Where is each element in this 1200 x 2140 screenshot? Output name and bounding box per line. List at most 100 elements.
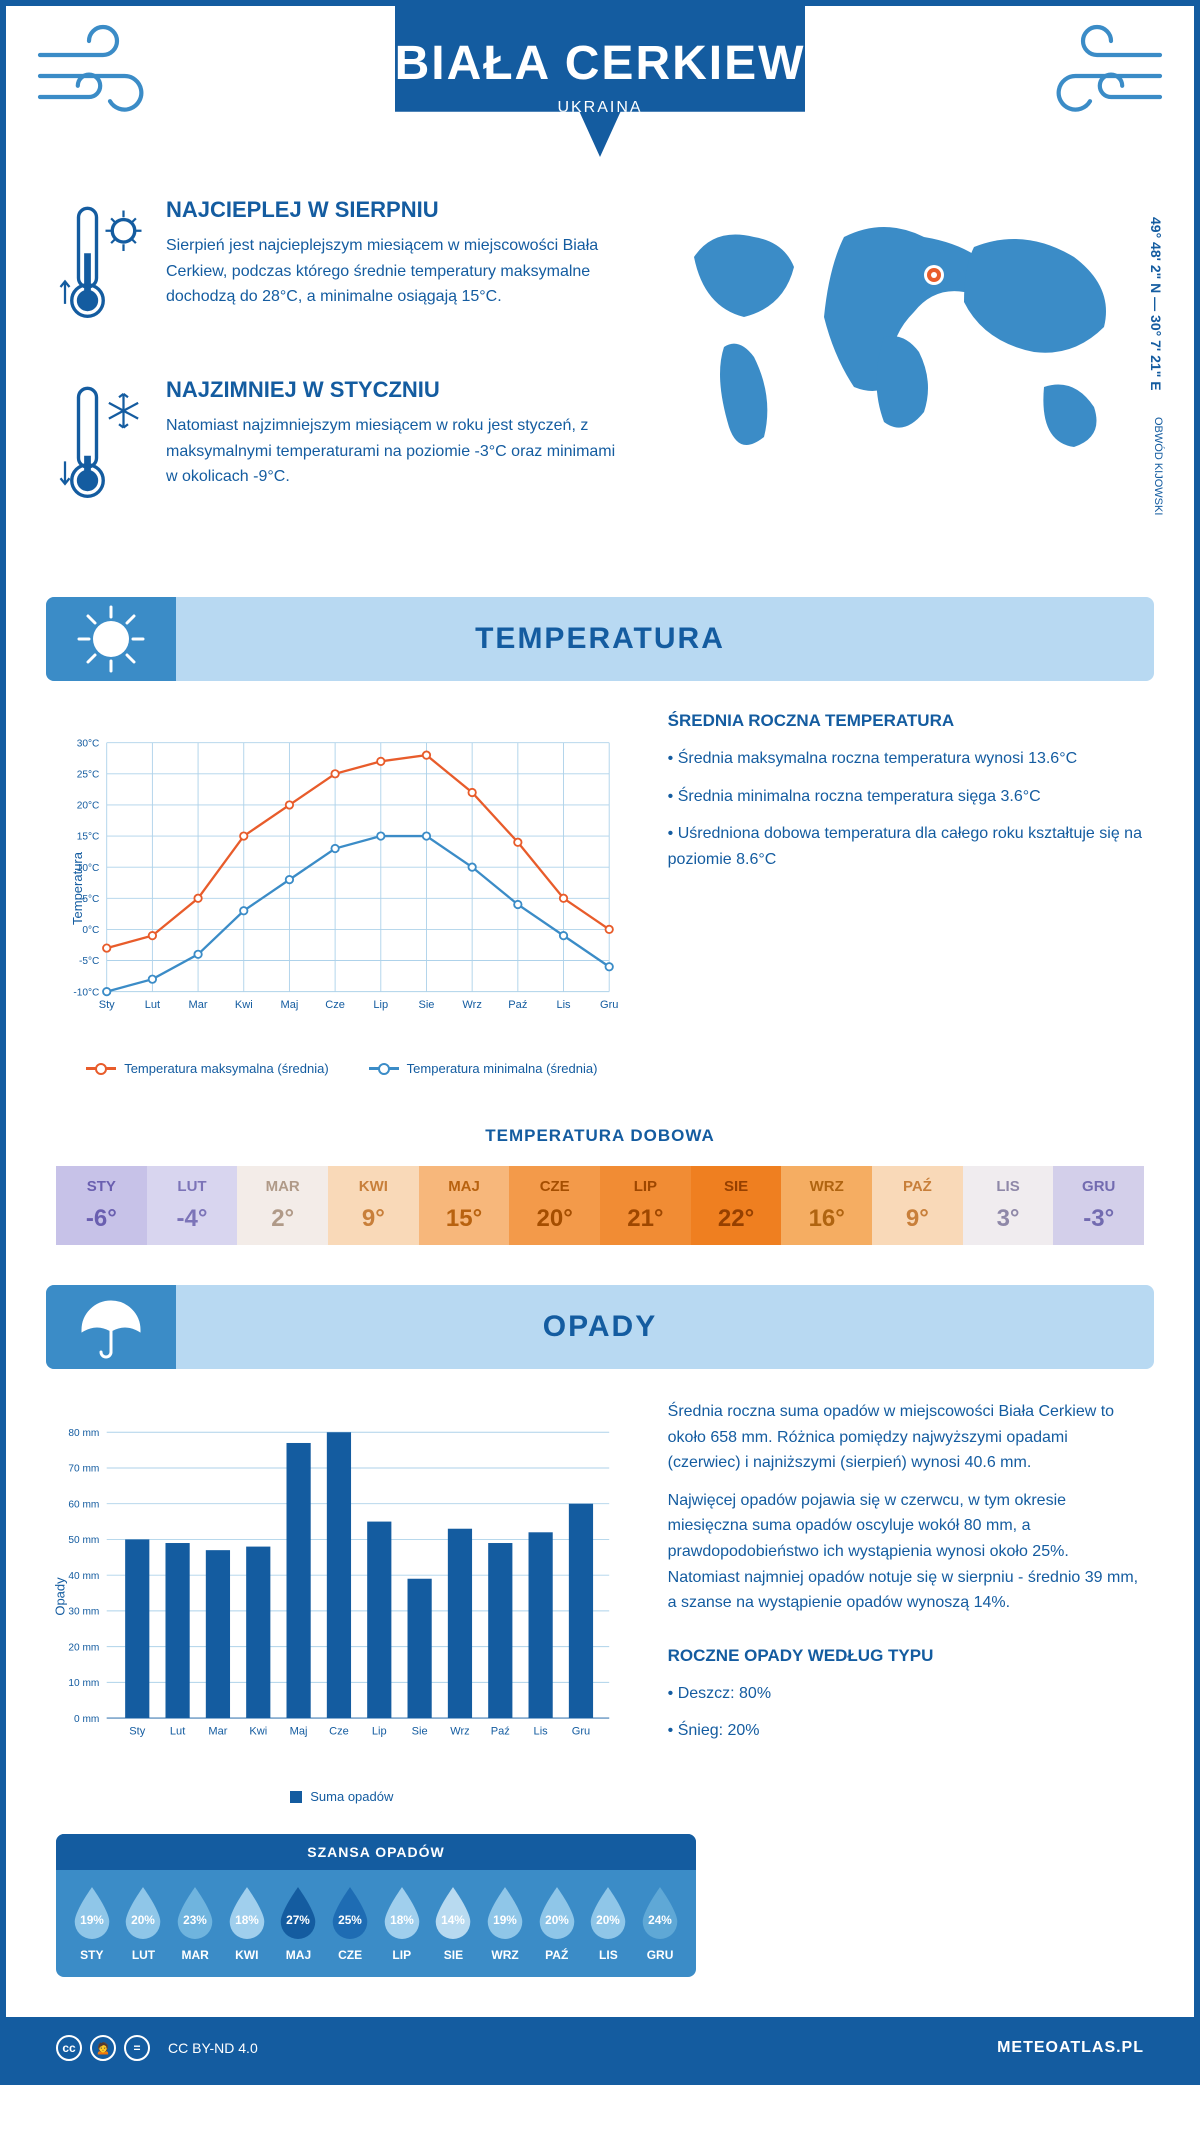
cold-block: NAJZIMNIEJ W STYCZNIU Natomiast najzimni… <box>56 377 624 517</box>
svg-text:Wrz: Wrz <box>462 999 481 1011</box>
coordinates: 49° 48' 2" N — 30° 7' 21" E <box>1148 217 1164 391</box>
svg-text:25%: 25% <box>338 1913 362 1927</box>
svg-text:10 mm: 10 mm <box>68 1678 99 1689</box>
svg-text:Sty: Sty <box>129 1726 145 1738</box>
svg-text:23%: 23% <box>183 1913 207 1927</box>
precip-y-label: Opady <box>53 1577 68 1615</box>
hot-title: NAJCIEPLEJ W SIERPNIU <box>166 197 624 223</box>
umbrella-icon <box>46 1285 176 1369</box>
svg-text:-5°C: -5°C <box>79 956 99 967</box>
section-title-temp: TEMPERATURA <box>475 622 725 655</box>
svg-text:Lis: Lis <box>534 1726 549 1738</box>
svg-text:Sie: Sie <box>412 1726 428 1738</box>
temp-averages: ŚREDNIA ROCZNA TEMPERATURA • Średnia mak… <box>668 711 1144 1076</box>
daily-cell: STY-6° <box>56 1166 147 1245</box>
precipitation-bar-chart: Opady 0 mm 10 mm 20 mm 30 mm 40 mm 50 mm 60 mm… <box>56 1399 628 1779</box>
daily-temp-title: TEMPERATURA DOBOWA <box>6 1126 1194 1146</box>
chance-drop: 27%MAJ <box>276 1885 320 1962</box>
svg-text:Sie: Sie <box>418 999 434 1011</box>
svg-text:Kwi: Kwi <box>249 1726 267 1738</box>
daily-cell: LUT-4° <box>147 1166 238 1245</box>
chance-drop: 14%SIE <box>431 1885 475 1962</box>
svg-text:-10°C: -10°C <box>73 987 99 998</box>
daily-cell: CZE20° <box>509 1166 600 1245</box>
svg-text:Maj: Maj <box>281 999 299 1011</box>
svg-text:15°C: 15°C <box>77 832 100 843</box>
svg-text:20 mm: 20 mm <box>68 1642 99 1653</box>
wind-icon-left <box>26 6 166 146</box>
svg-text:19%: 19% <box>80 1913 104 1927</box>
cold-title: NAJZIMNIEJ W STYCZNIU <box>166 377 624 403</box>
svg-text:60 mm: 60 mm <box>68 1499 99 1510</box>
svg-text:Lip: Lip <box>373 999 388 1011</box>
svg-text:30 mm: 30 mm <box>68 1607 99 1618</box>
daily-cell: LIP21° <box>600 1166 691 1245</box>
daily-cell: SIE22° <box>691 1166 782 1245</box>
header-banner: BIAŁA CERKIEW UKRAINA <box>395 6 806 157</box>
svg-text:Lip: Lip <box>372 1726 387 1738</box>
svg-text:Wrz: Wrz <box>450 1726 469 1738</box>
thermometer-cold-icon <box>56 377 146 517</box>
sun-icon <box>46 597 176 681</box>
chance-drop: 20%LUT <box>121 1885 165 1962</box>
precip-text: Średnia roczna suma opadów w miejscowośc… <box>668 1399 1144 1804</box>
svg-text:20%: 20% <box>597 1913 621 1927</box>
svg-text:50 mm: 50 mm <box>68 1535 99 1546</box>
svg-text:Maj: Maj <box>290 1726 308 1738</box>
daily-cell: MAR2° <box>237 1166 328 1245</box>
chance-drop: 20%LIS <box>586 1885 630 1962</box>
chance-drop: 19%STY <box>70 1885 114 1962</box>
svg-text:14%: 14% <box>442 1913 466 1927</box>
intro-section: NAJCIEPLEJ W SIERPNIU Sierpień jest najc… <box>6 157 1194 597</box>
section-header-precip: OPADY <box>46 1285 1154 1369</box>
svg-text:80 mm: 80 mm <box>68 1428 99 1439</box>
svg-text:Lut: Lut <box>170 1726 185 1738</box>
svg-text:20°C: 20°C <box>77 801 100 812</box>
daily-cell: WRZ16° <box>781 1166 872 1245</box>
thermometer-hot-icon <box>56 197 146 337</box>
daily-cell: GRU-3° <box>1053 1166 1144 1245</box>
country-label: UKRAINA <box>395 99 806 117</box>
svg-text:0 mm: 0 mm <box>74 1714 99 1725</box>
svg-text:40 mm: 40 mm <box>68 1571 99 1582</box>
daily-cell: PAŹ9° <box>872 1166 963 1245</box>
footer: cc 🙍 = CC BY-ND 4.0 METEOATLAS.PL <box>6 2017 1194 2079</box>
svg-text:Cze: Cze <box>329 1726 349 1738</box>
svg-text:20%: 20% <box>545 1913 569 1927</box>
svg-text:Gru: Gru <box>600 999 618 1011</box>
svg-text:20%: 20% <box>132 1913 156 1927</box>
chance-drop: 23%MAR <box>173 1885 217 1962</box>
svg-text:Mar: Mar <box>189 999 208 1011</box>
world-map: 49° 48' 2" N — 30° 7' 21" E OBWÓD KIJOWS… <box>664 197 1144 557</box>
hot-block: NAJCIEPLEJ W SIERPNIU Sierpień jest najc… <box>56 197 624 337</box>
temp-avg-title: ŚREDNIA ROCZNA TEMPERATURA <box>668 711 1144 731</box>
svg-text:Paź: Paź <box>491 1726 510 1738</box>
chance-drop: 25%CZE <box>328 1885 372 1962</box>
svg-text:Gru: Gru <box>572 1726 590 1738</box>
wind-icon-right <box>1034 6 1174 146</box>
daily-temp-table: STY-6°LUT-4°MAR2°KWI9°MAJ15°CZE20°LIP21°… <box>56 1166 1144 1245</box>
oblast-label: OBWÓD KIJOWSKI <box>1152 417 1164 515</box>
svg-text:Sty: Sty <box>99 999 115 1011</box>
chance-drop: 18%KWI <box>225 1885 269 1962</box>
legend-min: Temperatura minimalna (średnia) <box>407 1061 598 1076</box>
temp-y-label: Temperatura <box>70 852 85 925</box>
cc-icon: cc <box>56 2035 82 2061</box>
chance-title: SZANSA OPADÓW <box>56 1834 696 1870</box>
svg-text:18%: 18% <box>390 1913 414 1927</box>
legend-max: Temperatura maksymalna (średnia) <box>124 1061 328 1076</box>
svg-text:19%: 19% <box>493 1913 517 1927</box>
site-name: METEOATLAS.PL <box>997 2039 1144 2057</box>
svg-text:Lis: Lis <box>556 999 571 1011</box>
section-title-precip: OPADY <box>543 1310 657 1343</box>
svg-text:27%: 27% <box>287 1913 311 1927</box>
svg-text:0°C: 0°C <box>82 925 99 936</box>
header-row: BIAŁA CERKIEW UKRAINA <box>6 6 1194 157</box>
svg-text:25°C: 25°C <box>77 770 100 781</box>
chance-drop: 18%LIP <box>380 1885 424 1962</box>
temperature-line-chart: Temperatura -10°C-5°C0°C5°C10°C15°C20°C2… <box>56 711 628 1051</box>
daily-cell: LIS3° <box>963 1166 1054 1245</box>
svg-text:18%: 18% <box>235 1913 259 1927</box>
license-icons: cc 🙍 = CC BY-ND 4.0 <box>56 2035 258 2061</box>
svg-text:Paź: Paź <box>508 999 527 1011</box>
